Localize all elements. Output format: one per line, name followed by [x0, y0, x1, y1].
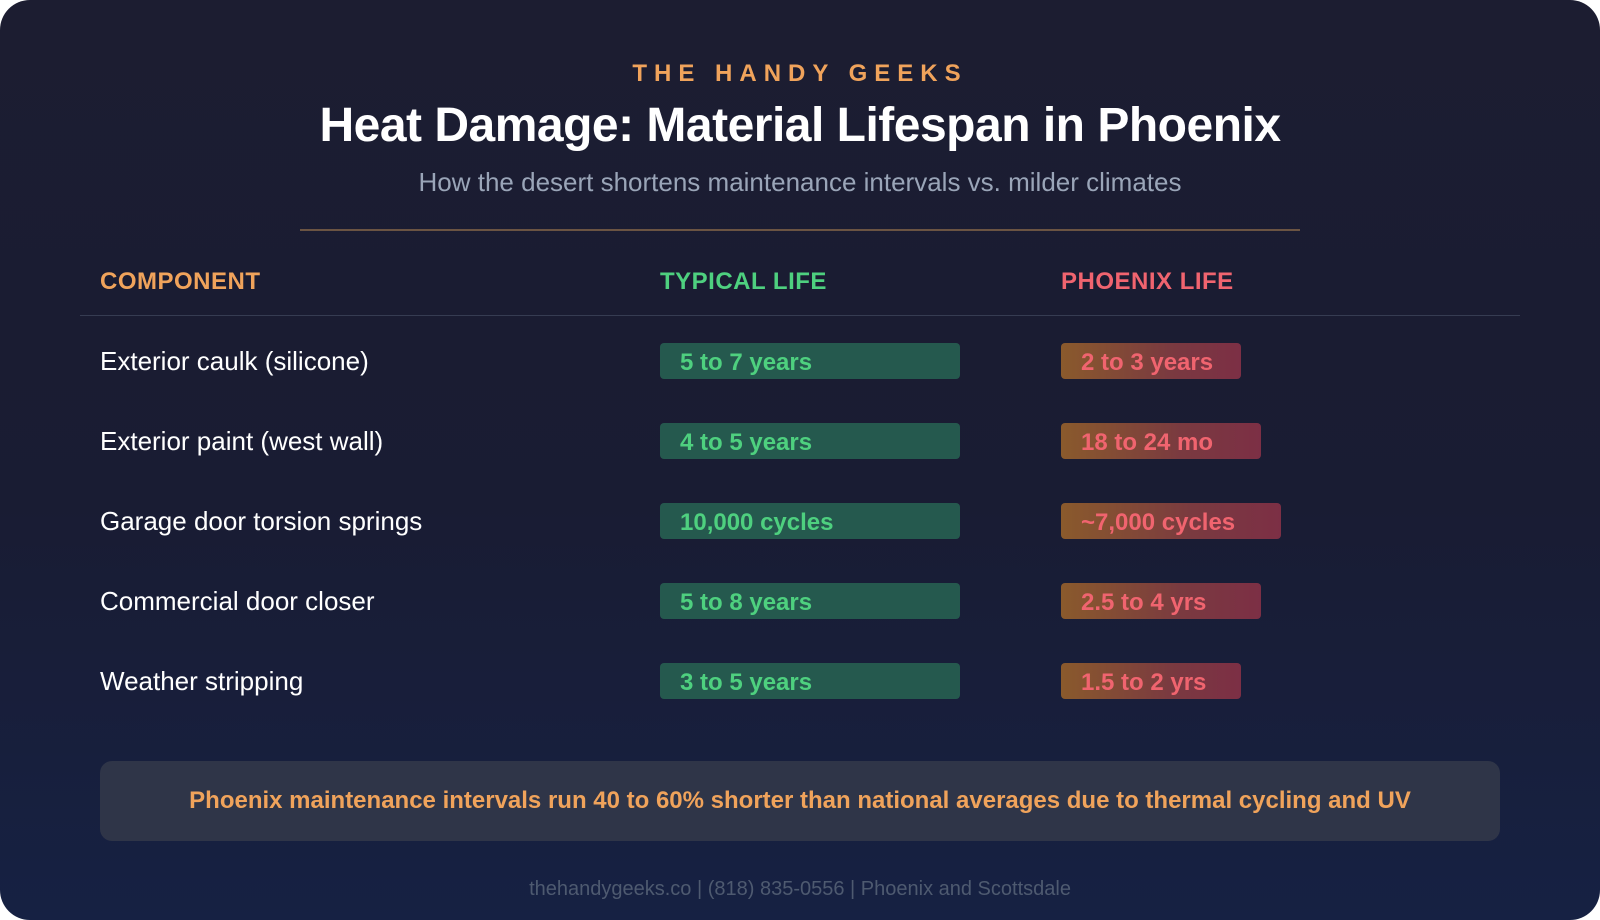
component-name: Garage door torsion springs [100, 506, 423, 536]
summary-callout: Phoenix maintenance intervals run 40 to … [100, 761, 1500, 841]
header-divider [80, 315, 1520, 316]
table-row: Exterior caulk (silicone) 5 to 7 years 2… [0, 341, 1600, 381]
typical-life-badge: 5 to 8 years [660, 583, 960, 619]
phoenix-life-badge: 18 to 24 mo [1061, 423, 1261, 459]
table-row: Garage door torsion springs 10,000 cycle… [0, 501, 1600, 541]
phoenix-life-badge: 2.5 to 4 yrs [1061, 583, 1261, 619]
table-row: Weather stripping 3 to 5 years 1.5 to 2 … [0, 661, 1600, 701]
table-row: Commercial door closer 5 to 8 years 2.5 … [0, 581, 1600, 621]
component-name: Weather stripping [100, 666, 304, 696]
typical-life-badge: 3 to 5 years [660, 663, 960, 699]
phoenix-life-badge: 1.5 to 2 yrs [1061, 663, 1241, 699]
typical-life-badge: 5 to 7 years [660, 343, 960, 379]
component-name: Exterior caulk (silicone) [100, 346, 369, 376]
table-row: Exterior paint (west wall) 4 to 5 years … [0, 421, 1600, 461]
page-title: Heat Damage: Material Lifespan in Phoeni… [319, 99, 1281, 152]
component-name: Commercial door closer [100, 586, 375, 616]
brand-name: THE HANDY GEEKS [632, 60, 968, 87]
phoenix-life-badge: 2 to 3 years [1061, 343, 1241, 379]
phoenix-life-badge: ~7,000 cycles [1061, 503, 1281, 539]
component-name: Exterior paint (west wall) [100, 426, 384, 456]
header-component: COMPONENT [100, 268, 261, 295]
page-subtitle: How the desert shortens maintenance inte… [418, 167, 1182, 197]
typical-life-badge: 4 to 5 years [660, 423, 960, 459]
typical-life-badge: 10,000 cycles [660, 503, 960, 539]
title-divider [300, 229, 1300, 231]
header-typical-life: TYPICAL LIFE [660, 268, 827, 295]
footer-contact: thehandygeeks.co | (818) 835-0556 | Phoe… [529, 878, 1071, 900]
header-phoenix-life: PHOENIX LIFE [1061, 268, 1234, 295]
